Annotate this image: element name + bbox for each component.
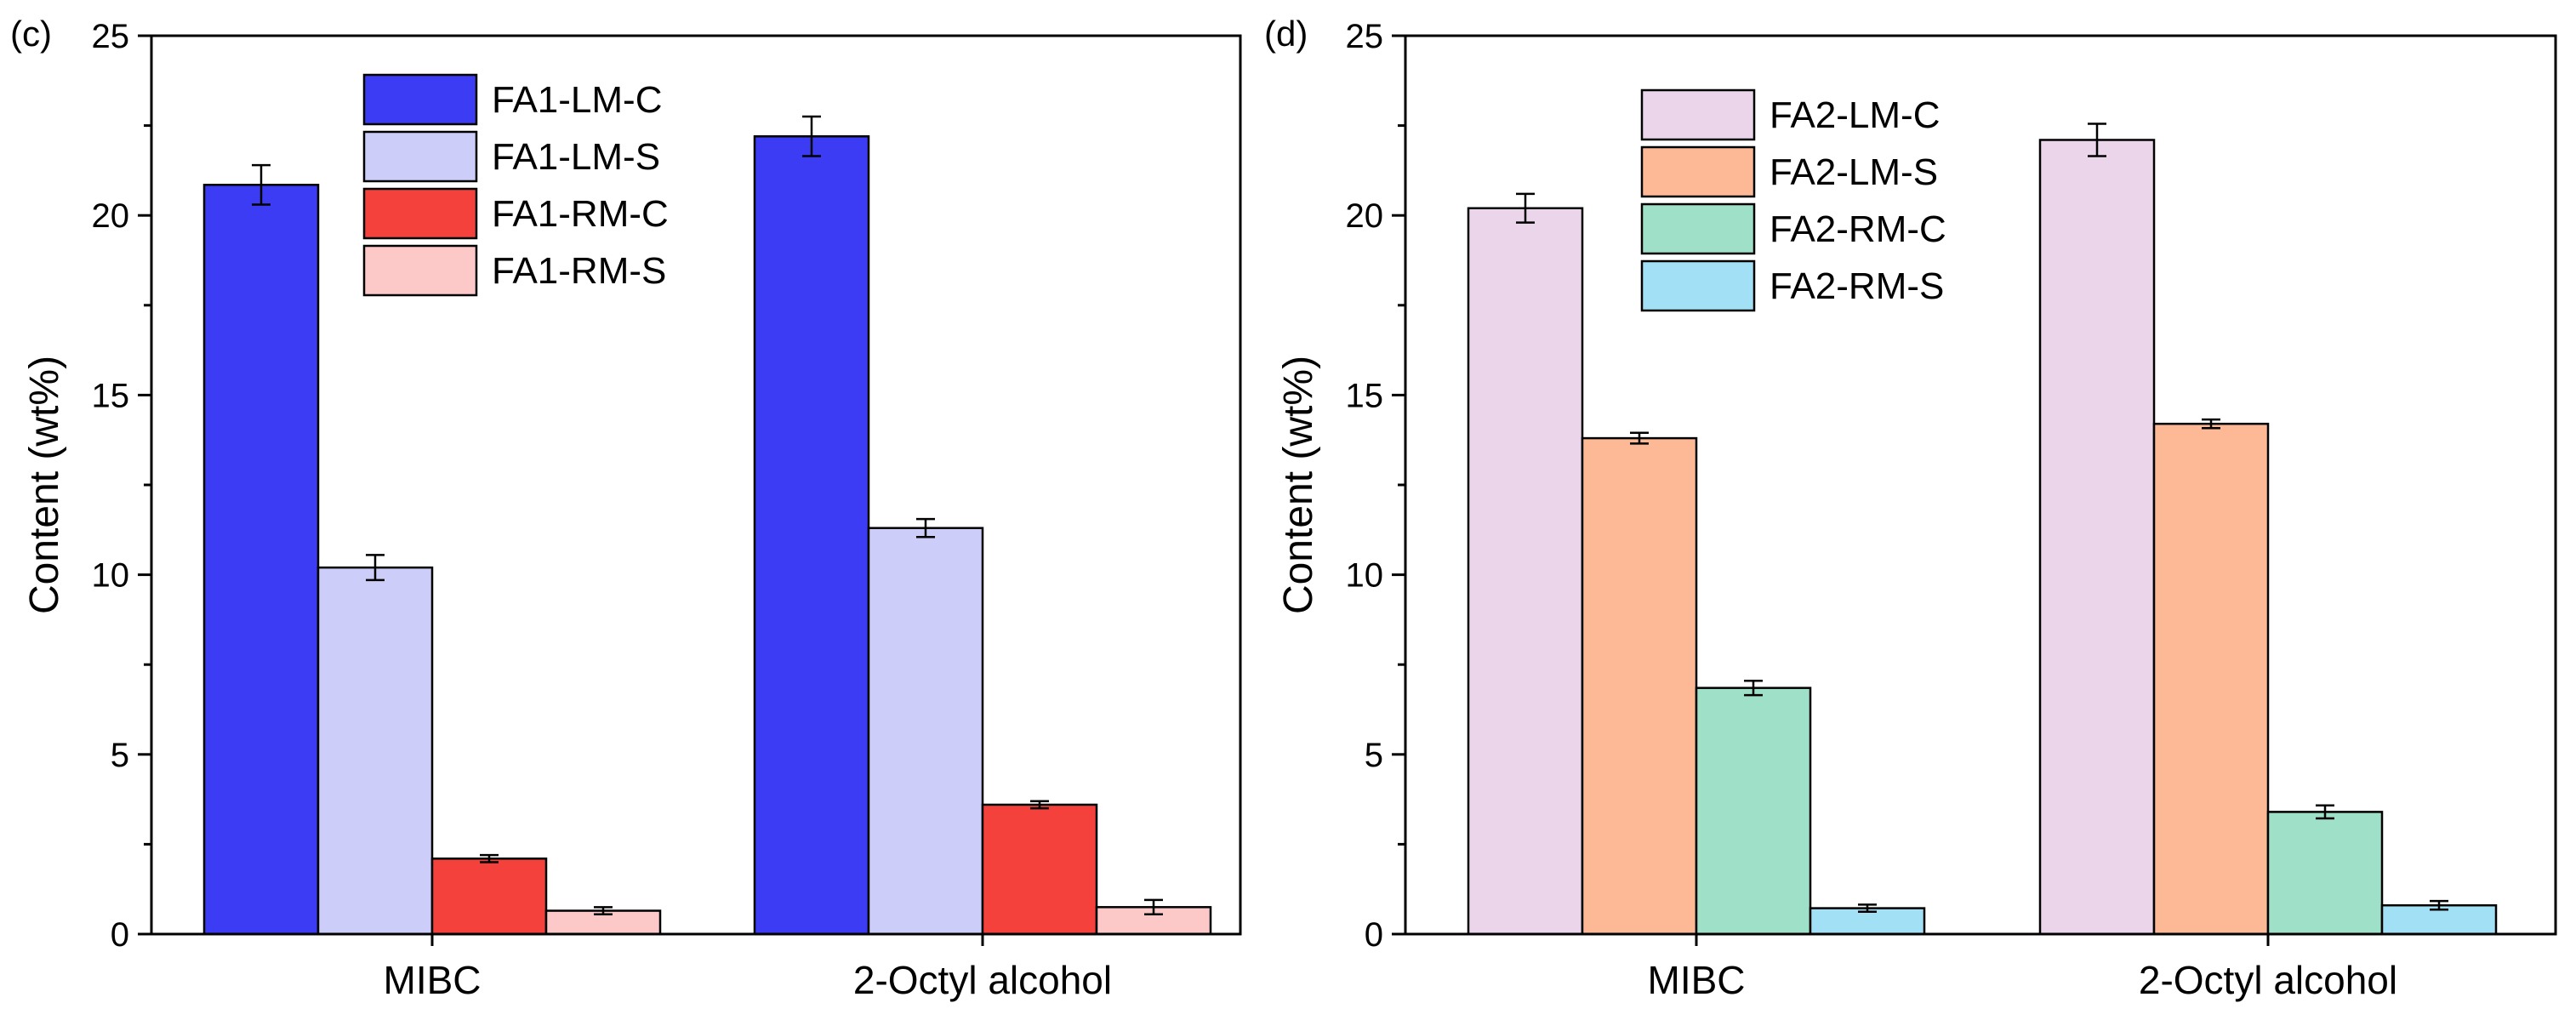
legend-swatch-fa1-rm-c — [362, 187, 478, 240]
bar-fa2-lm-c-2-octyl-alcohol — [2038, 139, 2156, 936]
y-axis-title: Content (wt%) — [1276, 356, 1321, 614]
bar-fa2-lm-s-2-octyl-alcohol — [2152, 422, 2270, 936]
y-tick-label: 15 — [1346, 377, 1384, 414]
panel-c: MIBC 2-Octyl alcohol 0 5 10 15 20 25 Content (wt… — [10, 14, 1242, 1002]
bar-fa1-lm-c-2-octyl-alcohol — [753, 135, 870, 936]
legend-swatch-fa2-lm-s — [1640, 145, 1756, 198]
bar-fa2-lm-c-mibc — [1467, 207, 1584, 936]
panel-d: MIBC 2-Octyl alcohol 0 5 10 15 20 25 Content (wt… — [1264, 14, 2557, 1002]
panel-label: (c) — [10, 14, 52, 54]
legend-swatch-fa2-rm-s — [1640, 259, 1756, 312]
y-tick-label: 10 — [1346, 557, 1384, 595]
y-tick-label: 5 — [111, 737, 129, 774]
y-tick-label: 15 — [92, 377, 130, 414]
legend-label-fa1-lm-s: FA1-LM-S — [492, 136, 660, 178]
y-tick-label: 20 — [92, 197, 130, 235]
legend-swatch-fa1-rm-s — [362, 244, 478, 297]
legend-label-fa1-rm-c: FA1-RM-C — [492, 193, 669, 235]
legend-label-fa2-rm-c: FA2-RM-C — [1770, 208, 1946, 250]
y-tick-label: 5 — [1365, 737, 1383, 774]
bar-fa2-lm-s-mibc — [1581, 436, 1698, 936]
y-tick-label: 10 — [92, 557, 130, 595]
y-tick-label: 0 — [111, 916, 129, 954]
bar-fa1-lm-s-mibc — [316, 566, 434, 936]
legend-label-fa1-rm-s: FA1-RM-S — [492, 250, 666, 292]
x-tick-label: MIBC — [384, 958, 482, 1002]
legend-swatch-fa2-rm-c — [1640, 202, 1756, 255]
x-tick-label: 2-Octyl alcohol — [2139, 958, 2397, 1002]
legend-label-fa2-rm-s: FA2-RM-S — [1770, 265, 1944, 307]
legend-swatch-fa1-lm-c — [362, 73, 478, 126]
y-tick-label: 0 — [1365, 916, 1383, 954]
y-axis-title: Content (wt%) — [22, 356, 67, 614]
y-tick-label: 25 — [1346, 18, 1384, 55]
bar-fa1-rm-c-mibc — [430, 858, 548, 936]
bar-fa1-lm-s-2-octyl-alcohol — [867, 527, 984, 936]
panel-label: (d) — [1264, 14, 1308, 54]
bar-fa1-lm-c-mibc — [202, 184, 320, 936]
legend-label-fa2-lm-c: FA2-LM-C — [1770, 94, 1940, 136]
bar-fa2-rm-c-2-octyl-alcohol — [2266, 811, 2384, 936]
legend-swatch-fa1-lm-s — [362, 130, 478, 183]
bar-fa1-rm-c-2-octyl-alcohol — [981, 803, 1098, 936]
legend-label-fa1-lm-c: FA1-LM-C — [492, 79, 662, 121]
bar-fa2-rm-c-mibc — [1695, 687, 1812, 936]
y-tick-label: 20 — [1346, 197, 1384, 235]
x-tick-label: 2-Octyl alcohol — [853, 958, 1112, 1002]
legend-label-fa2-lm-s: FA2-LM-S — [1770, 151, 1938, 193]
x-tick-label: MIBC — [1648, 958, 1746, 1002]
y-tick-label: 25 — [92, 18, 130, 55]
legend-swatch-fa2-lm-c — [1640, 88, 1756, 141]
